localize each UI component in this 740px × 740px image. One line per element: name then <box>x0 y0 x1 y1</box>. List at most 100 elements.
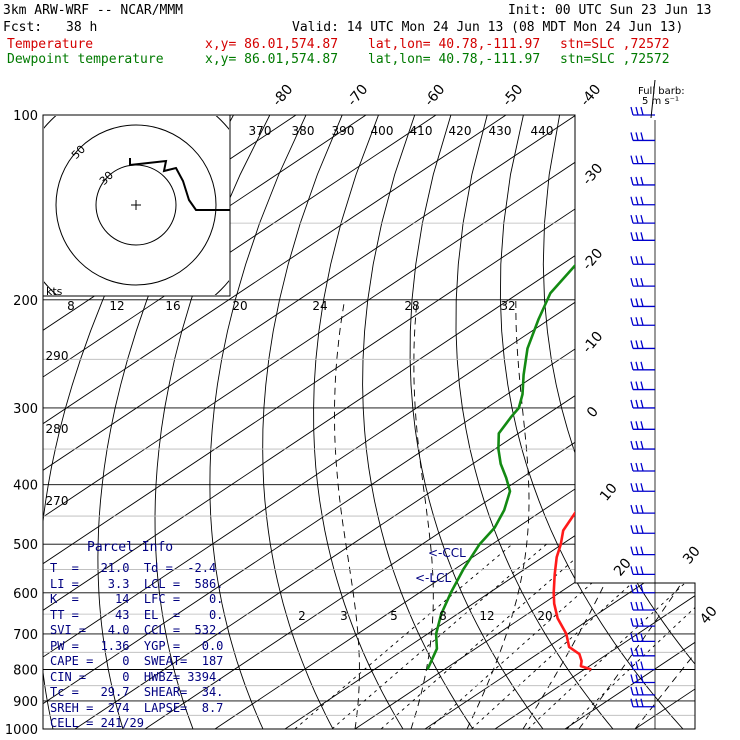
wind-barb-flag <box>630 317 634 326</box>
wind-barb-flag <box>640 546 644 555</box>
ccl-marker: <-CCL <box>428 546 466 560</box>
dewpoint-legend: Dewpoint temperature <box>7 52 164 67</box>
isotherm-label: -10 <box>579 329 606 357</box>
wind-barb-flag <box>630 256 634 265</box>
dry-adiabat-line <box>362 115 474 729</box>
wind-barb-flag <box>640 361 644 370</box>
sounding-profiles <box>426 115 695 671</box>
wind-barb-flag <box>640 176 644 186</box>
wind-barb-flag <box>630 618 634 627</box>
wind-barb-flag <box>630 584 634 593</box>
mixing-ratio-top-label: 32 <box>500 299 515 313</box>
wind-barb-flag <box>630 647 634 656</box>
isotherm-label: -50 <box>499 82 526 110</box>
wind-barb-flag <box>630 698 634 707</box>
wind-barb-flag <box>640 298 644 307</box>
wind-barb-flag <box>635 661 639 670</box>
isotherm-label: 0 <box>584 404 602 421</box>
parcel-info-row: CELL = 241/29 <box>50 716 144 730</box>
wind-barb-flag <box>640 214 644 224</box>
wind-barb-flag <box>635 381 639 390</box>
parcel-info-row: LI = 3.3 LCL = 586. <box>50 576 224 591</box>
temperature-profile <box>552 115 695 671</box>
mixing-ratio-label: 20 <box>537 609 552 623</box>
pressure-tick-label: 800 <box>13 663 38 678</box>
wind-barb-flag <box>630 421 634 430</box>
wind-barb-flag <box>640 618 644 627</box>
mixing-ratio-top-label: 16 <box>165 299 180 313</box>
wind-barb-flag <box>635 421 639 430</box>
dry-adiabat-line <box>313 115 404 729</box>
pressure-tick-label: 900 <box>13 695 38 710</box>
isotherm-line <box>43 115 437 729</box>
potential-temperature-label: 380 <box>292 124 315 138</box>
wind-barb-flag <box>640 686 644 696</box>
wind-barb-flag <box>640 196 644 205</box>
pressure-tick-label: 100 <box>13 109 38 124</box>
wind-barb-flag <box>640 525 644 534</box>
moist-adiabat-line <box>578 299 695 729</box>
wind-barb-flag <box>640 256 644 265</box>
parcel-info-row: SREH = 274 LAPSE= 8.7 <box>50 700 224 715</box>
pressure-tick-label: 300 <box>13 402 38 417</box>
isotherm-line <box>43 115 647 729</box>
potential-temperature-label: 270 <box>46 494 69 508</box>
isotherm-line <box>634 115 695 729</box>
mixing-ratio-top-label: 8 <box>67 299 75 313</box>
wind-barb-flag <box>630 298 634 307</box>
potential-temperature-label: 430 <box>489 124 512 138</box>
mixing-ratio-label: 5 <box>390 609 398 623</box>
wind-barb-flag <box>635 196 639 205</box>
isotherm-line <box>43 115 695 729</box>
wind-barb-flag <box>630 566 634 575</box>
potential-temperature-label: 370 <box>249 124 272 138</box>
wind-barb-flag <box>630 232 634 241</box>
parcel-info-row: TT = 43 EL = 0. <box>50 607 224 622</box>
lcl-marker: <-LCL <box>415 571 451 585</box>
temperature-latlon: lat,lon= 40.78,-111.97 <box>368 37 541 52</box>
temperature-legend: Temperature <box>7 37 94 52</box>
wind-barb-flag <box>630 106 634 116</box>
dewpoint-station: stn=SLC ,72572 <box>560 52 670 67</box>
wind-barb-flag <box>640 381 644 390</box>
isotherm-line <box>43 115 695 729</box>
wind-barb-flag <box>640 340 644 349</box>
wind-barb-flag <box>640 106 644 116</box>
isotherm-line <box>43 115 577 729</box>
wind-barb-flag <box>640 277 644 287</box>
mixing-ratio-top-label: 12 <box>109 299 124 313</box>
wind-barb-flag <box>640 674 644 683</box>
wind-barb-flag <box>630 214 634 224</box>
wind-barb-flag <box>640 421 644 430</box>
wind-barb-flag <box>630 674 634 683</box>
wind-barb-flag <box>635 686 639 696</box>
wind-barb-flag <box>640 155 644 164</box>
mixing-ratio-label: 8 <box>439 609 447 623</box>
wind-barb-flag <box>640 566 644 575</box>
wind-barb-flag <box>635 277 639 287</box>
isotherm-label: 30 <box>680 543 704 567</box>
isotherm-line <box>494 115 695 729</box>
wind-barb-flag <box>635 647 639 656</box>
wind-barb-flag <box>630 525 634 534</box>
wind-barb-flag <box>640 317 644 326</box>
wind-barb-flag <box>635 256 639 265</box>
wind-barb-flag <box>640 232 644 241</box>
forecast-label: Fcst: <box>3 20 43 35</box>
wind-barb-flag <box>640 483 644 492</box>
valid-time: Valid: 14 UTC Mon 24 Jun 13 (08 MDT Mon … <box>292 20 684 35</box>
wind-barb-flag <box>630 399 634 409</box>
wind-barb-flag <box>635 176 639 186</box>
hodograph-ring <box>55 124 217 286</box>
isotherm-label: 40 <box>697 603 721 627</box>
mixing-ratio-label: 2 <box>298 609 306 623</box>
wind-barb-flag <box>635 399 639 409</box>
parcel-info-title: Parcel Info <box>87 540 174 555</box>
dry-adiabat-line <box>704 115 740 729</box>
potential-temperature-label: 390 <box>332 124 355 138</box>
wind-barb-flag <box>635 525 639 534</box>
wind-barb-flag <box>630 633 634 642</box>
wind-barb-flag <box>630 483 634 492</box>
wind-barb-flag <box>635 584 639 593</box>
